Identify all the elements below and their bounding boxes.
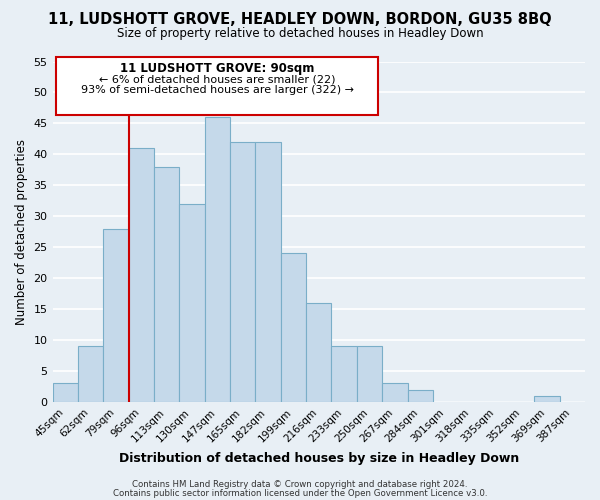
- Bar: [205, 117, 230, 402]
- Bar: [53, 384, 78, 402]
- Text: ← 6% of detached houses are smaller (22): ← 6% of detached houses are smaller (22): [99, 74, 335, 85]
- Bar: [281, 254, 306, 402]
- Text: Size of property relative to detached houses in Headley Down: Size of property relative to detached ho…: [116, 28, 484, 40]
- Y-axis label: Number of detached properties: Number of detached properties: [15, 138, 28, 324]
- Text: 11, LUDSHOTT GROVE, HEADLEY DOWN, BORDON, GU35 8BQ: 11, LUDSHOTT GROVE, HEADLEY DOWN, BORDON…: [48, 12, 552, 28]
- Text: 93% of semi-detached houses are larger (322) →: 93% of semi-detached houses are larger (…: [81, 86, 354, 96]
- X-axis label: Distribution of detached houses by size in Headley Down: Distribution of detached houses by size …: [119, 452, 519, 465]
- Text: Contains HM Land Registry data © Crown copyright and database right 2024.: Contains HM Land Registry data © Crown c…: [132, 480, 468, 489]
- Bar: [534, 396, 560, 402]
- Bar: [78, 346, 103, 402]
- Bar: [230, 142, 256, 402]
- Bar: [256, 142, 281, 402]
- Bar: [382, 384, 407, 402]
- Bar: [357, 346, 382, 402]
- Bar: [331, 346, 357, 402]
- Bar: [407, 390, 433, 402]
- Bar: [306, 303, 331, 402]
- Bar: [103, 228, 128, 402]
- Bar: [154, 166, 179, 402]
- Bar: [179, 204, 205, 402]
- Bar: [128, 148, 154, 402]
- Text: 11 LUDSHOTT GROVE: 90sqm: 11 LUDSHOTT GROVE: 90sqm: [120, 62, 314, 76]
- Text: Contains public sector information licensed under the Open Government Licence v3: Contains public sector information licen…: [113, 488, 487, 498]
